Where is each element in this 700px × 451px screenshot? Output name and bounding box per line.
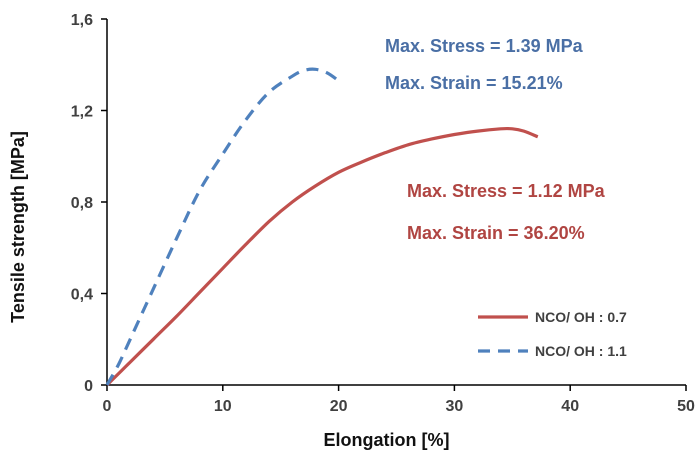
series-layer (105, 67, 539, 387)
x-axis-title: Elongation [%] (324, 430, 450, 450)
y-tick-label: 0,8 (71, 195, 93, 212)
x-tick-label: 0 (103, 398, 112, 415)
series-line-1 (105, 126, 539, 387)
x-tick-label: 50 (677, 398, 695, 415)
annotation-red-stress: Max. Stress = 1.12 MPa (407, 181, 606, 201)
x-tick-label: 20 (330, 398, 348, 415)
x-tick-label: 40 (561, 398, 579, 415)
series-line-2 (105, 67, 340, 386)
annotation-blue-stress: Max. Stress = 1.39 MPa (385, 36, 584, 56)
legend: NCO/ OH : 0.7 NCO/ OH : 1.1 (478, 309, 627, 359)
x-tick-label: 30 (446, 398, 464, 415)
y-tick-label: 0,4 (71, 287, 93, 304)
y-tick-label: 1,6 (71, 12, 93, 29)
y-tick-label: 0 (84, 378, 93, 395)
legend-label-1: NCO/ OH : 0.7 (535, 309, 627, 325)
legend-label-2: NCO/ OH : 1.1 (535, 343, 627, 359)
annotation-red-strain: Max. Strain = 36.20% (407, 223, 585, 243)
x-tick-label: 10 (214, 398, 232, 415)
annotation-blue-strain: Max. Strain = 15.21% (385, 73, 563, 93)
annotation-layer: Max. Stress = 1.39 MPa Max. Strain = 15.2… (385, 36, 606, 243)
y-tick-label: 1,2 (71, 104, 93, 121)
y-axis-title: Tensile strength [MPa] (8, 131, 28, 323)
axes: 0 0,4 0,8 1,2 1,6 0 10 20 30 40 50 (71, 12, 695, 415)
